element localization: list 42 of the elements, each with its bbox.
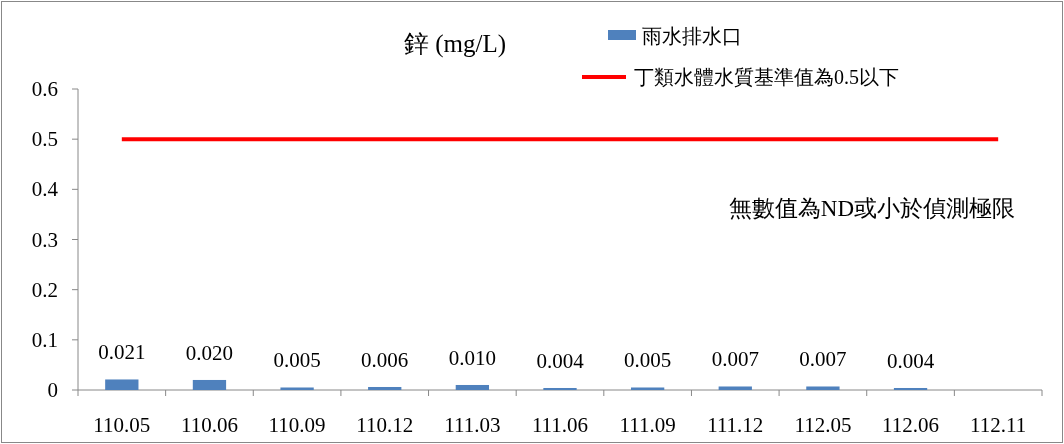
bar (280, 387, 314, 390)
data-label: 0.004 (536, 348, 585, 373)
data-label: 0.010 (448, 345, 496, 370)
x-tick-label: 112.05 (794, 413, 852, 437)
bar (893, 387, 928, 390)
data-label: 0.007 (799, 347, 847, 372)
x-tick-label: 111.09 (619, 413, 676, 437)
data-label: 0.005 (624, 348, 672, 373)
x-tick-label: 112.11 (970, 413, 1027, 437)
x-tick-label: 110.12 (356, 413, 414, 437)
x-tick-label: 111.03 (444, 413, 501, 437)
data-label: 0.004 (886, 348, 935, 373)
legend-label: 丁類水體水質基準值為0.5以下 (634, 66, 899, 88)
y-tick-label: 0.2 (31, 277, 58, 302)
y-tick-label: 0.6 (31, 77, 58, 101)
data-label: 0.020 (185, 340, 234, 365)
data-label: 0.006 (361, 347, 409, 372)
x-tick-label: 110.09 (268, 413, 326, 437)
data-label: 0.007 (711, 347, 759, 372)
x-tick-label: 110.05 (93, 413, 151, 437)
y-tick-label: 0 (47, 378, 58, 402)
bar (368, 386, 402, 390)
bar (192, 379, 227, 390)
y-tick-label: 0.3 (31, 227, 58, 252)
bar (718, 386, 752, 390)
y-tick-label: 0.4 (31, 177, 59, 202)
y-tick-label: 0.1 (31, 327, 58, 352)
data-label: 0.021 (98, 340, 146, 365)
bar (455, 384, 490, 390)
x-tick-label: 111.06 (531, 413, 589, 437)
legend-label: 雨水排水口 (642, 25, 742, 47)
chart-title: 鋅 (mg/L) (403, 30, 507, 58)
x-tick-label: 112.06 (882, 413, 940, 437)
bar (543, 387, 577, 390)
bar (105, 379, 139, 390)
annotation: 無數值為ND或小於偵測極限 (728, 196, 1015, 221)
bar (806, 386, 840, 390)
x-tick-label: 110.06 (180, 413, 238, 437)
y-tick-label: 0.5 (31, 127, 58, 152)
data-label: 0.005 (273, 348, 321, 373)
bar (630, 387, 665, 390)
x-tick-label: 111.12 (707, 413, 764, 437)
